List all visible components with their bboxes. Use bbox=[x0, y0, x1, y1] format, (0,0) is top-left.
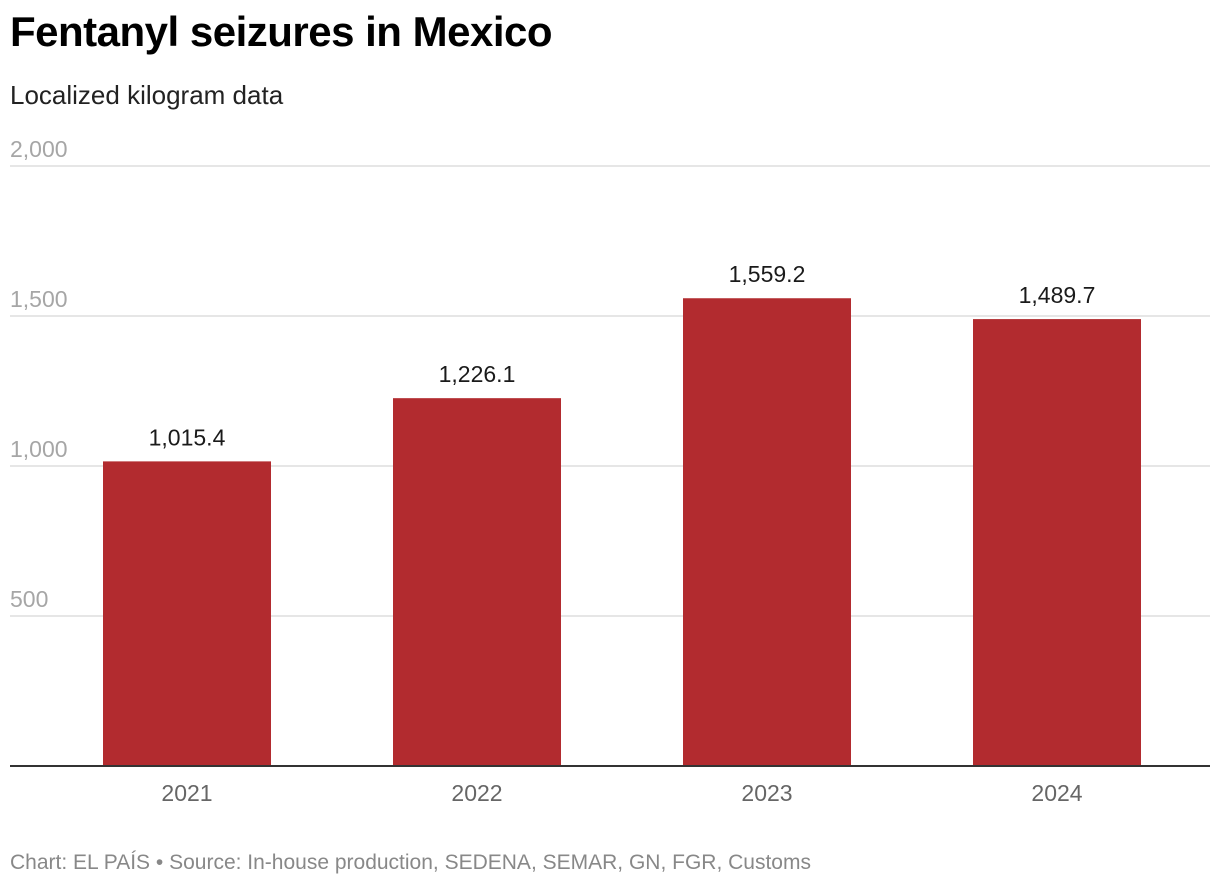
chart-subtitle: Localized kilogram data bbox=[10, 80, 284, 110]
bar-chart: 500 1,000 1,500 2,000 1,015.4 1,226.1 1,559.2… bbox=[10, 136, 1210, 806]
x-category-label: 2022 bbox=[451, 780, 502, 806]
bar-2022 bbox=[393, 398, 561, 766]
value-label: 1,559.2 bbox=[729, 261, 806, 287]
x-category-label: 2024 bbox=[1031, 780, 1082, 806]
y-tick-label: 500 bbox=[10, 586, 48, 612]
y-axis-tick-labels: 500 1,000 1,500 2,000 bbox=[10, 136, 68, 612]
value-labels: 1,015.4 1,226.1 1,559.2 1,489.7 bbox=[149, 261, 1096, 450]
x-category-label: 2021 bbox=[161, 780, 212, 806]
value-label: 1,489.7 bbox=[1019, 282, 1096, 308]
bar-2023 bbox=[683, 298, 851, 766]
bar-2024 bbox=[973, 319, 1141, 766]
bar-2021 bbox=[103, 461, 271, 766]
source-credit: Chart: EL PAÍS • Source: In-house produc… bbox=[10, 851, 811, 874]
value-label: 1,015.4 bbox=[149, 424, 226, 450]
y-tick-label: 1,500 bbox=[10, 286, 68, 312]
value-label: 1,226.1 bbox=[439, 361, 516, 387]
y-tick-label: 1,000 bbox=[10, 436, 68, 462]
x-axis-category-labels: 2021 2022 2023 2024 bbox=[161, 780, 1082, 806]
x-category-label: 2023 bbox=[741, 780, 792, 806]
y-tick-label: 2,000 bbox=[10, 136, 68, 162]
chart-title: Fentanyl seizures in Mexico bbox=[10, 8, 553, 55]
bars bbox=[103, 298, 1141, 766]
